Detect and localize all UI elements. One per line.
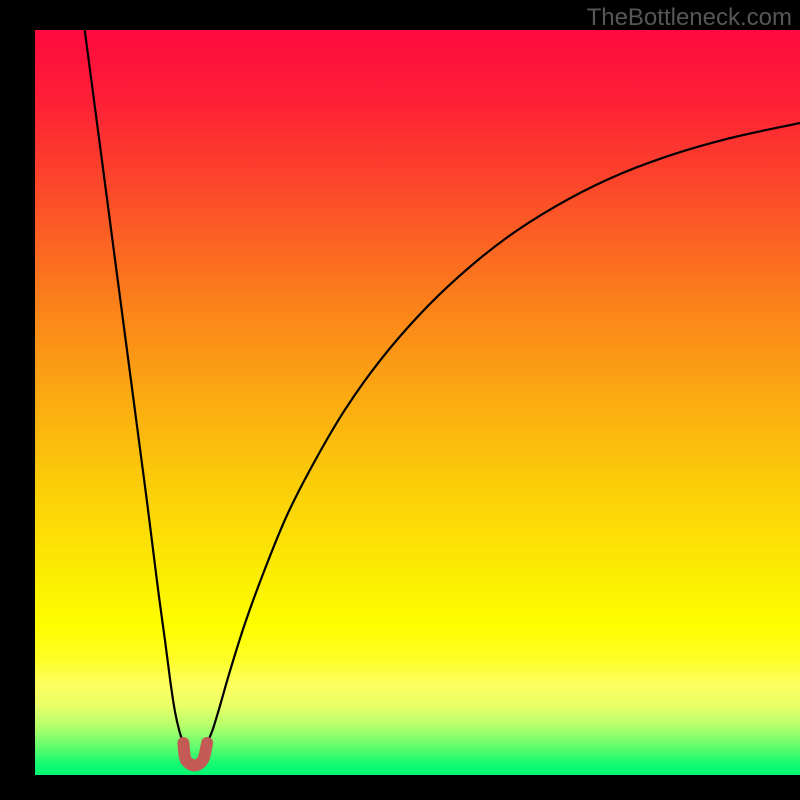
watermark-text: TheBottleneck.com — [587, 4, 792, 32]
plot-area — [35, 30, 800, 775]
gradient-background — [35, 30, 800, 775]
plot-svg — [35, 30, 800, 775]
